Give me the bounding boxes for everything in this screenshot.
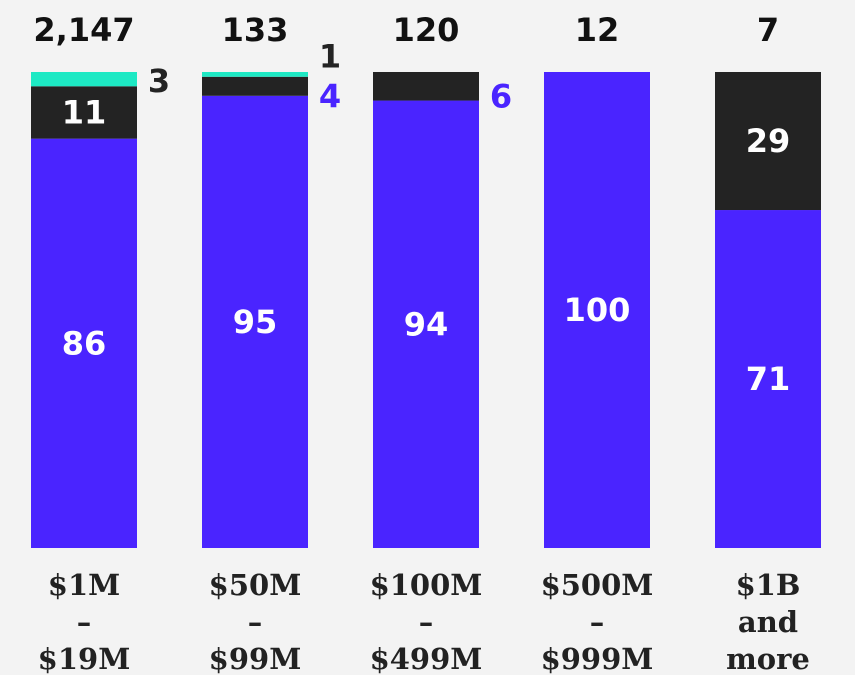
bar-segment: [31, 138, 137, 548]
bar-segment: [202, 76, 308, 96]
value-label: 6: [490, 77, 512, 115]
bar-segment: [715, 72, 821, 211]
x-tick-label: $19M: [38, 642, 131, 675]
x-tick-label: –: [248, 605, 263, 639]
x-tick-label: $99M: [209, 642, 302, 675]
bar-segment: [31, 72, 137, 87]
bar-segment: [715, 210, 821, 549]
x-tick-label: more: [726, 642, 810, 675]
bar-segment: [31, 86, 137, 139]
value-label: 11: [62, 93, 107, 131]
total-label: 120: [393, 11, 460, 49]
x-tick-label: –: [590, 605, 605, 639]
x-tick-label: and: [738, 605, 798, 639]
value-label: 86: [62, 324, 107, 362]
x-tick-label: $100M: [370, 568, 483, 602]
x-tick-label: $500M: [541, 568, 654, 602]
x-tick-label: $50M: [209, 568, 302, 602]
value-label: 3: [148, 62, 170, 100]
value-label: 4: [319, 77, 341, 115]
total-label: 2,147: [33, 11, 134, 49]
value-label: 29: [746, 122, 791, 160]
bar-segment: [544, 72, 650, 548]
value-label: 95: [233, 303, 278, 341]
x-tick-label: –: [77, 605, 92, 639]
x-tick-label: $1B: [736, 568, 801, 602]
value-label: 71: [746, 360, 791, 398]
bar-segment: [202, 95, 308, 549]
total-label: 7: [757, 11, 779, 49]
total-label: 133: [222, 11, 289, 49]
x-tick-label: $499M: [370, 642, 483, 675]
value-label: 1: [319, 37, 341, 75]
bar-segment: [373, 100, 479, 548]
bar-segment: [202, 72, 308, 77]
value-label: 100: [564, 291, 631, 329]
total-label: 12: [575, 11, 620, 49]
bar-segment: [373, 72, 479, 101]
x-tick-label: $999M: [541, 642, 654, 675]
x-tick-label: $1M: [48, 568, 120, 602]
value-label: 94: [404, 305, 449, 343]
x-tick-label: –: [419, 605, 434, 639]
